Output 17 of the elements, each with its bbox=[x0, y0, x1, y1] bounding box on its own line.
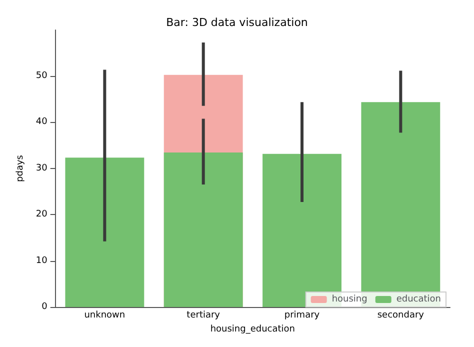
bar bbox=[65, 158, 144, 307]
legend-label: housing bbox=[332, 294, 368, 304]
x-tick-label: tertiary bbox=[186, 310, 221, 320]
x-tick-label: secondary bbox=[377, 310, 425, 320]
x-tick-label: primary bbox=[284, 310, 320, 320]
x-tick-label: unknown bbox=[84, 310, 126, 320]
y-tick-label: 10 bbox=[36, 256, 48, 266]
y-tick-label: 50 bbox=[36, 70, 48, 81]
y-tick-label: 20 bbox=[36, 210, 48, 220]
y-tick-label: 0 bbox=[42, 302, 48, 312]
y-axis-title: pdays bbox=[16, 154, 26, 182]
chart-title: Bar: 3D data visualization bbox=[166, 16, 308, 29]
y-tick-label: 40 bbox=[36, 117, 48, 128]
bar bbox=[164, 152, 243, 307]
x-axis-title: housing_education bbox=[210, 324, 296, 334]
y-tick-label: 30 bbox=[36, 163, 48, 174]
legend-label: education bbox=[396, 294, 442, 304]
